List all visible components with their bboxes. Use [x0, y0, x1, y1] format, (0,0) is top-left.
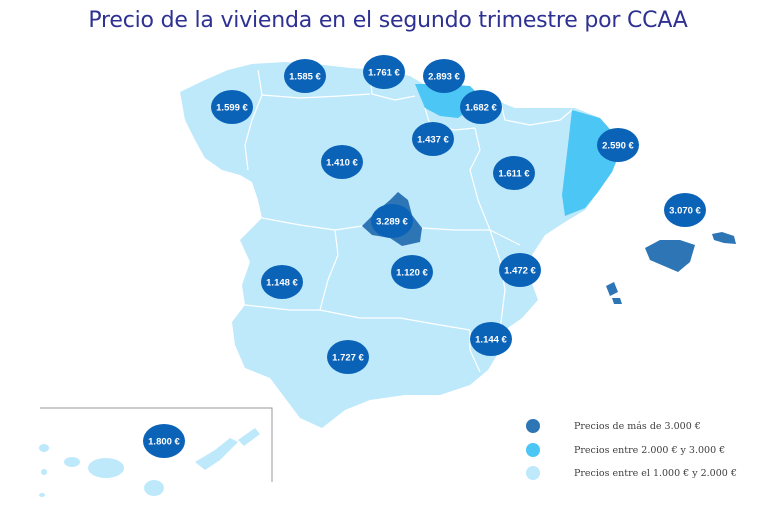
- price-bubble-la-rioja: 1.437 €: [412, 122, 454, 156]
- price-label-galicia: 1.599 €: [216, 103, 248, 114]
- price-bubble-baleares: 3.070 €: [664, 193, 706, 227]
- price-label-navarra: 1.682 €: [465, 103, 497, 114]
- legend-item-low: Precios entre el 1.000 € y 2.000 €: [526, 466, 737, 480]
- menorca-shape: [712, 232, 736, 244]
- price-label-aragon: 1.611 €: [498, 169, 530, 180]
- price-bubble-cataluna: 2.590 €: [597, 128, 639, 162]
- canarias-inset-frame: [40, 407, 273, 482]
- price-bubble-canarias: 1.800 €: [143, 424, 185, 458]
- price-bubble-asturias: 1.585 €: [284, 59, 326, 93]
- price-bubble-pais-vasco: 2.893 €: [423, 59, 465, 93]
- canarias-islands: [39, 428, 260, 497]
- price-label-cataluna: 2.590 €: [602, 141, 634, 152]
- price-bubble-galicia: 1.599 €: [211, 90, 253, 124]
- region-cataluna[interactable]: [562, 110, 620, 216]
- price-label-la-rioja: 1.437 €: [417, 135, 449, 146]
- price-label-cantabria: 1.761 €: [368, 68, 400, 79]
- price-bubble-castilla-y-leon: 1.410 €: [321, 145, 363, 179]
- price-bubble-navarra: 1.682 €: [460, 90, 502, 124]
- legend-item-mid: Precios entre 2.000 € y 3.000 €: [526, 443, 725, 457]
- map-title: Precio de la vivienda en el segundo trim…: [88, 8, 688, 33]
- legend-swatch-mid: [526, 443, 540, 457]
- legend: Precios de más de 3.000 € Precios entre …: [526, 419, 737, 480]
- price-label-castilla-y-leon: 1.410 €: [326, 158, 358, 169]
- price-bubble-murcia: 1.144 €: [470, 322, 512, 356]
- legend-item-high: Precios de más de 3.000 €: [526, 419, 701, 433]
- legend-label-mid: Precios entre 2.000 € y 3.000 €: [574, 445, 725, 456]
- price-bubble-cantabria: 1.761 €: [363, 55, 405, 89]
- legend-label-low: Precios entre el 1.000 € y 2.000 €: [574, 468, 737, 479]
- price-bubble-andalucia: 1.727 €: [327, 340, 369, 374]
- price-bubble-comunidad-valenciana: 1.472 €: [499, 253, 541, 287]
- price-label-murcia: 1.144 €: [475, 335, 507, 346]
- price-label-baleares: 3.070 €: [669, 206, 701, 217]
- price-label-andalucia: 1.727 €: [332, 353, 364, 364]
- price-label-comunidad-valenciana: 1.472 €: [504, 266, 536, 277]
- price-label-madrid: 3.289 €: [376, 217, 408, 228]
- region-baleares[interactable]: [645, 240, 695, 272]
- price-bubble-castilla-la-mancha: 1.120 €: [391, 255, 433, 289]
- peninsula-shape: [180, 62, 620, 428]
- price-label-extremadura: 1.148 €: [266, 278, 298, 289]
- legend-label-high: Precios de más de 3.000 €: [574, 421, 701, 432]
- region-borders: [244, 69, 573, 373]
- price-bubble-extremadura: 1.148 €: [261, 265, 303, 299]
- legend-swatch-low: [526, 466, 540, 480]
- price-label-castilla-la-mancha: 1.120 €: [396, 268, 428, 279]
- price-label-canarias: 1.800 €: [148, 437, 180, 448]
- price-bubble-madrid: 3.289 €: [371, 204, 413, 238]
- price-label-asturias: 1.585 €: [289, 72, 321, 83]
- legend-swatch-high: [526, 419, 540, 433]
- price-bubble-aragon: 1.611 €: [493, 156, 535, 190]
- price-label-pais-vasco: 2.893 €: [428, 72, 460, 83]
- formentera-shape: [612, 298, 622, 304]
- ibiza-shape: [606, 282, 618, 296]
